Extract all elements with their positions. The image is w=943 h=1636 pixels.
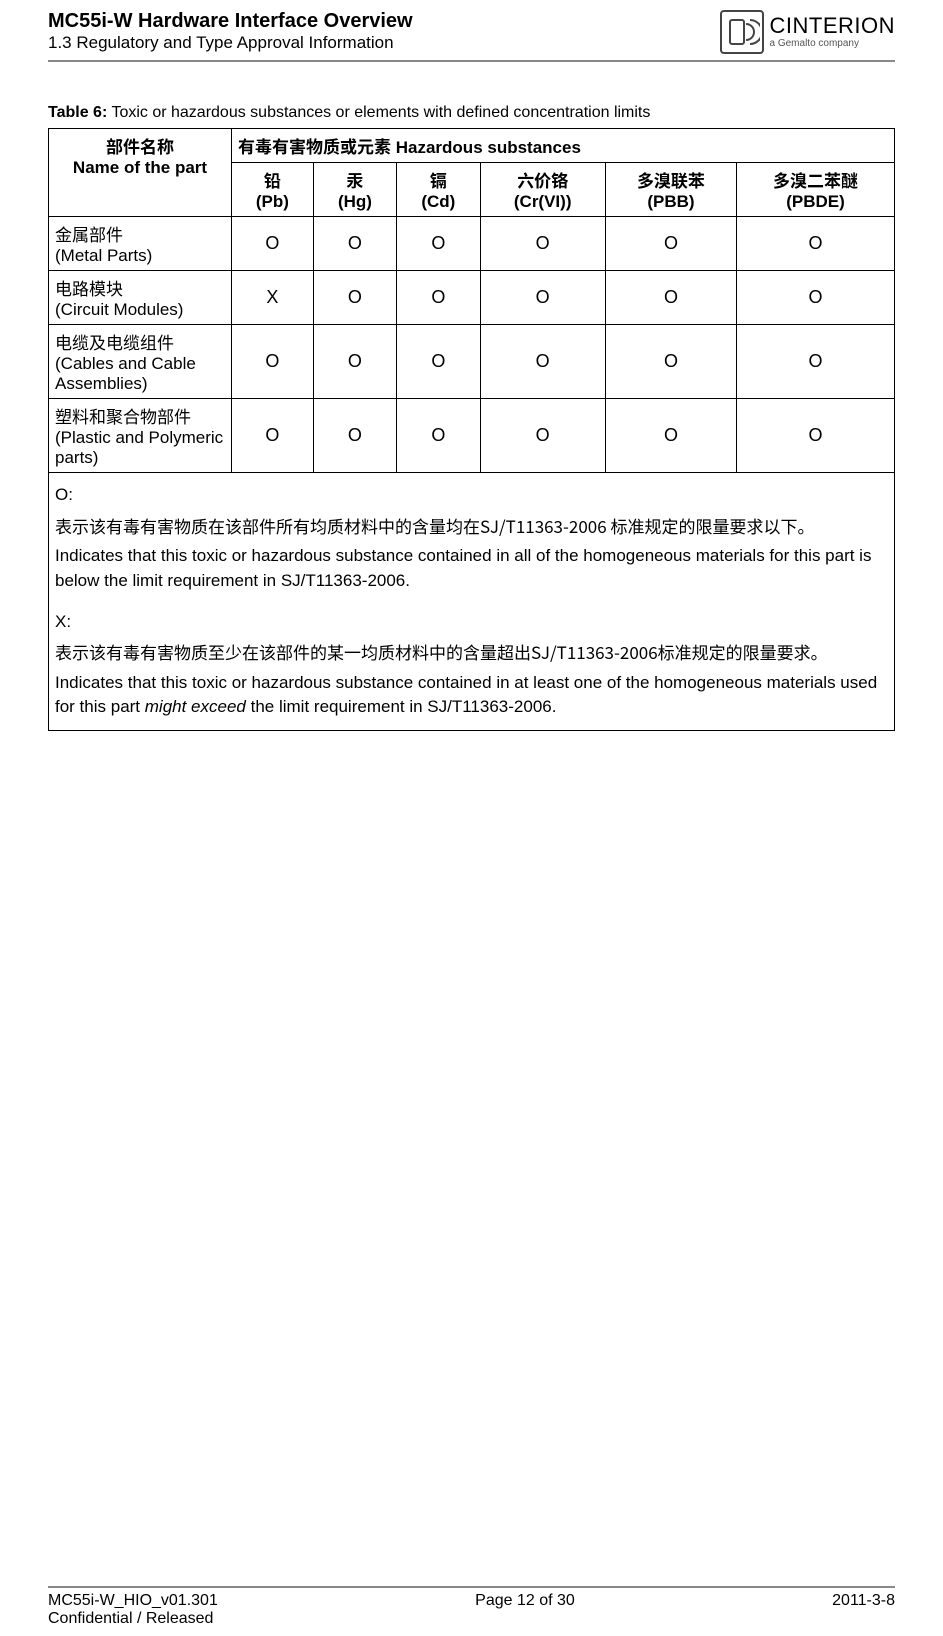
cell: X	[232, 271, 314, 325]
col-crvi: 六价铬(Cr(VI))	[480, 163, 605, 217]
col-part-en: Name of the part	[73, 158, 207, 177]
cell: O	[397, 325, 480, 399]
col-part: 部件名称 Name of the part	[49, 129, 232, 217]
footer-date: 2011-3-8	[832, 1592, 895, 1628]
col-crvi-sym: (Cr(VI))	[514, 192, 572, 211]
radio-icon	[720, 10, 764, 54]
col-pbb-cn: 多溴联苯	[637, 167, 705, 192]
cell: O	[397, 271, 480, 325]
cell: O	[313, 217, 396, 271]
doc-status: Confidential / Released	[48, 1610, 213, 1627]
note-o-cn: 表示该有毒有害物质在该部件所有均质材料中的含量均在SJ/T11363-2006 …	[55, 514, 888, 539]
row-name: 金属部件(Metal Parts)	[49, 217, 232, 271]
row-name: 电路模块(Circuit Modules)	[49, 271, 232, 325]
col-haz-en: Hazardous substances	[396, 138, 581, 157]
note-x-cn: 表示该有毒有害物质至少在该部件的某一均质材料中的含量超出SJ/T11363-20…	[55, 640, 888, 665]
doc-subtitle: 1.3 Regulatory and Type Approval Informa…	[48, 33, 413, 53]
cell: O	[397, 399, 480, 473]
row-name: 塑料和聚合物部件(Plastic and Polymeric parts)	[49, 399, 232, 473]
caption-text: Toxic or hazardous substances or element…	[111, 104, 650, 121]
cell: O	[313, 271, 396, 325]
footer-row: MC55i-W_HIO_v01.301 Confidential / Relea…	[48, 1592, 895, 1628]
table-header-row-1: 部件名称 Name of the part 有毒有害物质或元素 Hazardou…	[49, 129, 895, 163]
table-row: 金属部件(Metal Parts) O O O O O O	[49, 217, 895, 271]
row-name-en: (Cables and Cable Assemblies)	[55, 354, 196, 393]
col-pbde: 多溴二苯醚(PBDE)	[737, 163, 895, 217]
col-hg: 汞(Hg)	[313, 163, 396, 217]
cell: O	[605, 217, 736, 271]
logo-sub: a Gemalto company	[770, 39, 896, 49]
cell: O	[397, 217, 480, 271]
cell: O	[605, 325, 736, 399]
table-caption: Table 6: Toxic or hazardous substances o…	[48, 104, 895, 122]
table-notes-row: O: 表示该有毒有害物质在该部件所有均质材料中的含量均在SJ/T11363-20…	[49, 473, 895, 731]
doc-id: MC55i-W_HIO_v01.301	[48, 1592, 218, 1609]
row-name: 电缆及电缆组件(Cables and Cable Assemblies)	[49, 325, 232, 399]
row-name-cn: 电路模块	[55, 275, 123, 300]
col-pbb-sym: (PBB)	[647, 192, 694, 211]
row-name-en: (Plastic and Polymeric parts)	[55, 428, 223, 467]
col-part-cn: 部件名称	[106, 133, 174, 158]
cell: O	[737, 217, 895, 271]
cell: O	[313, 399, 396, 473]
notes-cell: O: 表示该有毒有害物质在该部件所有均质材料中的含量均在SJ/T11363-20…	[49, 473, 895, 731]
cell: O	[313, 325, 396, 399]
table-row: 电缆及电缆组件(Cables and Cable Assemblies) O O…	[49, 325, 895, 399]
cell: O	[232, 325, 314, 399]
cell: O	[480, 325, 605, 399]
cell: O	[737, 399, 895, 473]
note-x-en-italic: might exceed	[145, 697, 246, 716]
cell: O	[605, 399, 736, 473]
col-crvi-cn: 六价铬	[517, 167, 568, 192]
col-pbde-cn: 多溴二苯醚	[773, 167, 858, 192]
row-name-cn: 金属部件	[55, 221, 123, 246]
footer-rule	[48, 1586, 895, 1588]
header-left: MC55i-W Hardware Interface Overview 1.3 …	[48, 10, 413, 53]
col-hg-sym: (Hg)	[338, 192, 372, 211]
table-row: 电路模块(Circuit Modules) X O O O O O	[49, 271, 895, 325]
col-haz-cn: 有毒有害物质或元素	[238, 133, 391, 158]
brand-logo: CINTERION a Gemalto company	[720, 10, 896, 54]
note-x-en: Indicates that this toxic or hazardous s…	[55, 671, 888, 720]
doc-title: MC55i-W Hardware Interface Overview	[48, 10, 413, 33]
col-hazardous: 有毒有害物质或元素 Hazardous substances	[232, 129, 895, 163]
logo-text: CINTERION a Gemalto company	[770, 15, 896, 49]
col-pbb: 多溴联苯(PBB)	[605, 163, 736, 217]
row-name-en: (Metal Parts)	[55, 246, 152, 265]
logo-main: CINTERION	[770, 15, 896, 37]
note-o-label: O:	[55, 483, 888, 508]
row-name-en: (Circuit Modules)	[55, 300, 183, 319]
page-footer: MC55i-W_HIO_v01.301 Confidential / Relea…	[48, 1586, 895, 1628]
col-pbde-sym: (PBDE)	[786, 192, 845, 211]
page-header: MC55i-W Hardware Interface Overview 1.3 …	[0, 0, 943, 54]
col-cd-sym: (Cd)	[421, 192, 455, 211]
col-pb-cn: 铅	[264, 167, 281, 192]
footer-left: MC55i-W_HIO_v01.301 Confidential / Relea…	[48, 1592, 218, 1628]
col-hg-cn: 汞	[346, 167, 363, 192]
content: Table 6: Toxic or hazardous substances o…	[0, 62, 943, 731]
col-cd: 镉(Cd)	[397, 163, 480, 217]
col-cd-cn: 镉	[430, 167, 447, 192]
cell: O	[480, 399, 605, 473]
note-x-en-post: the limit requirement in SJ/T11363-2006.	[246, 697, 557, 716]
row-name-cn: 塑料和聚合物部件	[55, 403, 191, 428]
row-name-cn: 电缆及电缆组件	[55, 329, 174, 354]
col-pb: 铅(Pb)	[232, 163, 314, 217]
table-row: 塑料和聚合物部件(Plastic and Polymeric parts) O …	[49, 399, 895, 473]
cell: O	[232, 399, 314, 473]
note-x-label: X:	[55, 610, 888, 635]
note-o-en: Indicates that this toxic or hazardous s…	[55, 544, 888, 593]
cell: O	[737, 271, 895, 325]
hazardous-table: 部件名称 Name of the part 有毒有害物质或元素 Hazardou…	[48, 128, 895, 731]
cell: O	[480, 217, 605, 271]
cell: O	[480, 271, 605, 325]
col-pb-sym: (Pb)	[256, 192, 289, 211]
cell: O	[737, 325, 895, 399]
caption-label: Table 6:	[48, 104, 107, 121]
cell: O	[232, 217, 314, 271]
cell: O	[605, 271, 736, 325]
footer-page: Page 12 of 30	[475, 1592, 575, 1628]
